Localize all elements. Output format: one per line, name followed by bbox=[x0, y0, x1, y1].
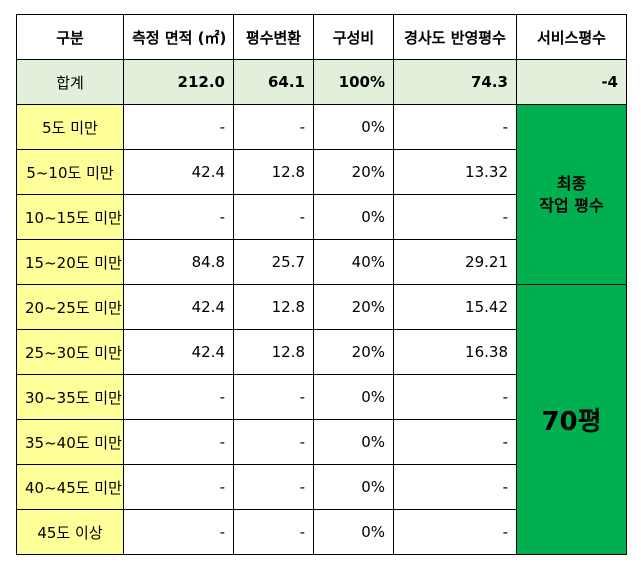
total-row: 합계 212.0 64.1 100% 74.3 -4 bbox=[16, 59, 627, 105]
total-ratio: 100% bbox=[313, 59, 394, 105]
table-row: 45도 이상 - - 0% - bbox=[16, 509, 627, 555]
row-area: - bbox=[123, 419, 234, 465]
row-pyeong: 12.8 bbox=[233, 284, 314, 330]
row-area: - bbox=[123, 104, 234, 150]
total-label: 합계 bbox=[16, 59, 124, 105]
row-slope-pyeong: - bbox=[393, 419, 517, 465]
row-area: - bbox=[123, 464, 234, 510]
row-area: 84.8 bbox=[123, 239, 234, 285]
header-service: 서비스평수 bbox=[516, 14, 627, 60]
header-area: 측정 면적 (㎡) bbox=[123, 14, 234, 60]
row-label: 35~40도 미만 bbox=[16, 419, 124, 465]
row-ratio: 0% bbox=[313, 464, 394, 510]
total-service: -4 bbox=[516, 59, 627, 105]
row-slope-pyeong: 16.38 bbox=[393, 329, 517, 375]
row-slope-pyeong: - bbox=[393, 194, 517, 240]
row-label: 15~20도 미만 bbox=[16, 239, 124, 285]
row-pyeong: 12.8 bbox=[233, 329, 314, 375]
row-pyeong: - bbox=[233, 374, 314, 420]
table-row: 5~10도 미만 42.4 12.8 20% 13.32 bbox=[16, 149, 627, 195]
row-slope-pyeong: - bbox=[393, 464, 517, 510]
header-ratio: 구성비 bbox=[313, 14, 394, 60]
table-row: 20~25도 미만 42.4 12.8 20% 15.42 70평 bbox=[16, 284, 627, 555]
row-slope-pyeong: 15.42 bbox=[393, 284, 517, 330]
table-row: 5도 미만 - - 0% - 최종 작업 평수 bbox=[16, 104, 627, 285]
header-row: 구분 측정 면적 (㎡) 평수변환 구성비 경사도 반영평수 서비스평수 bbox=[16, 14, 627, 60]
slope-area-table: 구분 측정 면적 (㎡) 평수변환 구성비 경사도 반영평수 서비스평수 합계 … bbox=[16, 14, 627, 555]
final-label-line1: 최종 bbox=[556, 173, 587, 193]
row-area: - bbox=[123, 374, 234, 420]
table-row: 10~15도 미만 - - 0% - bbox=[16, 194, 627, 240]
row-pyeong: - bbox=[233, 509, 314, 555]
row-ratio: 20% bbox=[313, 149, 394, 195]
total-pyeong: 64.1 bbox=[233, 59, 314, 105]
row-label: 45도 이상 bbox=[16, 509, 124, 555]
row-pyeong: - bbox=[233, 194, 314, 240]
row-label: 40~45도 미만 bbox=[16, 464, 124, 510]
header-category: 구분 bbox=[16, 14, 124, 60]
row-ratio: 20% bbox=[313, 284, 394, 330]
row-ratio: 20% bbox=[313, 329, 394, 375]
final-work-pyeong-label: 최종 작업 평수 bbox=[516, 104, 627, 285]
row-pyeong: - bbox=[233, 464, 314, 510]
row-area: 42.4 bbox=[123, 284, 234, 330]
row-label: 20~25도 미만 bbox=[16, 284, 124, 330]
row-pyeong: 12.8 bbox=[233, 149, 314, 195]
table-row: 15~20도 미만 84.8 25.7 40% 29.21 bbox=[16, 239, 627, 285]
row-slope-pyeong: 29.21 bbox=[393, 239, 517, 285]
row-area: 42.4 bbox=[123, 149, 234, 195]
row-pyeong: - bbox=[233, 419, 314, 465]
table-row: 35~40도 미만 - - 0% - bbox=[16, 419, 627, 465]
row-ratio: 0% bbox=[313, 509, 394, 555]
row-pyeong: - bbox=[233, 104, 314, 150]
table-row: 40~45도 미만 - - 0% - bbox=[16, 464, 627, 510]
total-area: 212.0 bbox=[123, 59, 234, 105]
row-area: 42.4 bbox=[123, 329, 234, 375]
row-label: 30~35도 미만 bbox=[16, 374, 124, 420]
row-label: 10~15도 미만 bbox=[16, 194, 124, 240]
final-label-line2: 작업 평수 bbox=[539, 195, 604, 215]
row-slope-pyeong: - bbox=[393, 104, 517, 150]
row-pyeong: 25.7 bbox=[233, 239, 314, 285]
header-pyeong: 평수변환 bbox=[233, 14, 314, 60]
row-ratio: 0% bbox=[313, 374, 394, 420]
row-ratio: 0% bbox=[313, 419, 394, 465]
row-ratio: 0% bbox=[313, 104, 394, 150]
row-label: 5~10도 미만 bbox=[16, 149, 124, 195]
row-slope-pyeong: 13.32 bbox=[393, 149, 517, 195]
row-slope-pyeong: - bbox=[393, 509, 517, 555]
row-ratio: 40% bbox=[313, 239, 394, 285]
table-row: 25~30도 미만 42.4 12.8 20% 16.38 bbox=[16, 329, 627, 375]
total-slope-pyeong: 74.3 bbox=[393, 59, 517, 105]
row-area: - bbox=[123, 509, 234, 555]
row-slope-pyeong: - bbox=[393, 374, 517, 420]
row-ratio: 0% bbox=[313, 194, 394, 240]
row-label: 25~30도 미만 bbox=[16, 329, 124, 375]
header-slope-pyeong: 경사도 반영평수 bbox=[393, 14, 517, 60]
row-label: 5도 미만 bbox=[16, 104, 124, 150]
row-area: - bbox=[123, 194, 234, 240]
final-work-pyeong-value: 70평 bbox=[516, 284, 627, 555]
